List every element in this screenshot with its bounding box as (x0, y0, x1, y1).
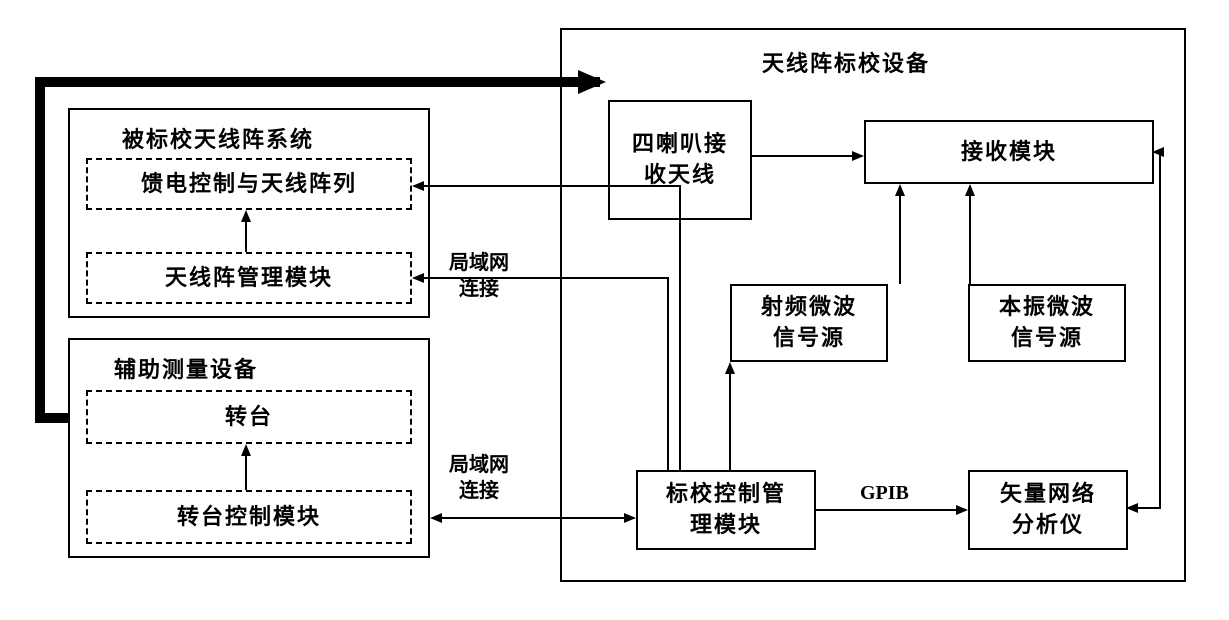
diagram-container: 被标校天线阵系统 馈电控制与天线阵列 天线阵管理模块 辅助测量设备 转台 转台控… (0, 0, 1229, 620)
box-turntable-ctrl: 转台控制模块 (86, 490, 412, 544)
box-lo-source: 本振微波 信号源 (968, 284, 1126, 362)
box-array-mgmt: 天线阵管理模块 (86, 252, 412, 304)
edge-label-lan1: 局域网 连接 (449, 250, 509, 302)
group-left-bottom-title: 辅助测量设备 (114, 352, 258, 384)
group-left-top-title: 被标校天线阵系统 (122, 122, 314, 154)
edge-label-lan2: 局域网 连接 (449, 452, 509, 504)
box-recv-module: 接收模块 (864, 120, 1154, 184)
box-calib-mgmt: 标校控制管 理模块 (636, 470, 816, 550)
edge-label-gpib: GPIB (860, 482, 909, 505)
group-right-title: 天线阵标校设备 (762, 46, 930, 78)
box-turntable: 转台 (86, 390, 412, 444)
box-vna: 矢量网络 分析仪 (968, 470, 1128, 550)
box-rf-source: 射频微波 信号源 (730, 284, 888, 362)
box-feed-control: 馈电控制与天线阵列 (86, 158, 412, 210)
box-horn-antenna: 四喇叭接 收天线 (608, 100, 752, 220)
